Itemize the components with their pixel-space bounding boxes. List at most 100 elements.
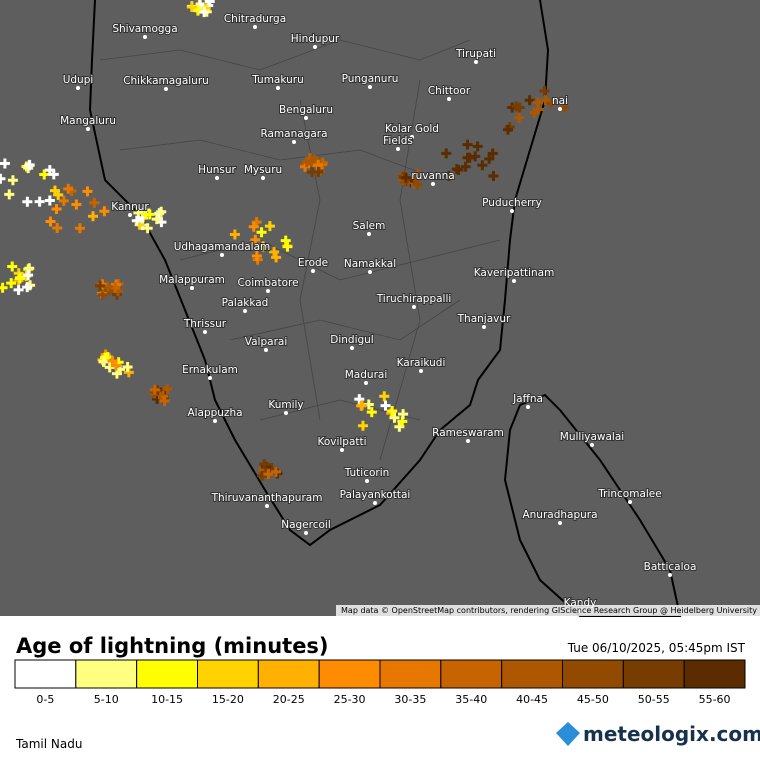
place-dot [410, 135, 414, 139]
place-dot [482, 325, 486, 329]
place-dot [264, 348, 268, 352]
place-label: Coimbatore [237, 277, 298, 289]
place-dot [128, 213, 132, 217]
place-label: Erode [298, 257, 328, 269]
lightning-cross [540, 95, 551, 106]
place-dot [220, 253, 224, 257]
lightning-cross [58, 195, 69, 206]
place-label: Ramanagara [260, 128, 327, 140]
lightning-cross [251, 251, 262, 262]
lightning-cross [22, 196, 33, 207]
legend-swatch [562, 659, 624, 689]
place-label: Chittoor [428, 85, 471, 97]
lightning-cross [104, 362, 115, 373]
lightning-cross [313, 166, 324, 177]
place-dot [364, 381, 368, 385]
place-label: Ernakulam [182, 364, 238, 376]
place-dot [266, 289, 270, 293]
lightning-cross [380, 400, 391, 411]
lightning-cross [186, 2, 197, 13]
place-dot [447, 97, 451, 101]
brand: meteologix.com [583, 722, 760, 746]
lightning-cross [199, 7, 210, 18]
lightning-cross [49, 185, 60, 196]
legend-label: 50-55 [638, 693, 670, 706]
lightning-cross [511, 101, 522, 112]
place-dot [292, 140, 296, 144]
lightning-cross [71, 199, 82, 210]
place-dot [431, 182, 435, 186]
place-dot [365, 479, 369, 483]
place-label: Punganuru [342, 73, 399, 85]
place-label: Thanjavur [457, 313, 511, 325]
place-label: nai [552, 95, 568, 107]
lightning-cross [389, 412, 400, 423]
lightning-cross [151, 214, 162, 225]
place-label: Nagercoil [281, 519, 331, 531]
place-label: Madurai [345, 369, 387, 381]
place-dot [86, 127, 90, 131]
legend-label: 20-25 [273, 693, 305, 706]
place-dot [276, 86, 280, 90]
legend-label: 25-30 [334, 693, 366, 706]
place-dot [373, 501, 377, 505]
lightning-cross [460, 161, 471, 172]
place-label: Shivamogga [112, 23, 177, 35]
lightning-cross [156, 206, 167, 217]
place-label: Hunsur [198, 164, 236, 176]
legend-swatch [683, 659, 746, 689]
place-dot [164, 87, 168, 91]
lightning-cross [23, 270, 34, 281]
place-label: Thrissur [183, 318, 227, 330]
place-dot [253, 25, 257, 29]
lightning-cross [39, 169, 50, 180]
place-dot [368, 270, 372, 274]
lightning-cross [34, 196, 45, 207]
lightning-cross [487, 148, 498, 159]
lightning-cross [22, 282, 33, 293]
lightning-cross [400, 172, 411, 183]
lightning-cross [192, 5, 203, 16]
place-dot [284, 411, 288, 415]
place-label: Namakkal [344, 258, 396, 270]
place-label: Thiruvananthapuram [211, 492, 323, 504]
place-dot [668, 573, 672, 577]
lightning-cross [379, 391, 390, 402]
place-dot [243, 309, 247, 313]
place-label: Puducherry [482, 197, 542, 209]
lightning-cross [144, 209, 155, 220]
place-label: Chikkamagaluru [123, 75, 209, 87]
legend-swatch [14, 659, 77, 689]
place-dot [396, 147, 400, 151]
lightning-cross [107, 356, 118, 367]
legend-label: 0-5 [36, 693, 54, 706]
place-label: Kovilpatti [317, 436, 366, 448]
lightning-strikes [0, 0, 570, 481]
place-label: Kumily [268, 399, 303, 411]
lightning-cross [52, 222, 63, 233]
lightning-cross [131, 215, 142, 226]
lightning-cross [256, 227, 267, 238]
lightning-cross [514, 112, 525, 123]
place-dot [367, 232, 371, 236]
map-background [0, 0, 760, 616]
lightning-cross [484, 153, 495, 164]
lightning-cross [258, 241, 269, 252]
place-label: Hindupur [291, 33, 340, 45]
lightning-cross [539, 85, 550, 96]
lightning-cross [357, 420, 368, 431]
lightning-cross [354, 394, 365, 405]
lightning-cross [282, 241, 293, 252]
lightning-cross [45, 216, 56, 227]
place-label: Dindigul [330, 334, 373, 346]
lightning-cross [250, 234, 261, 245]
legend-swatch [257, 659, 320, 689]
legend-swatch [136, 659, 199, 689]
place-dot [350, 346, 354, 350]
lightning-cross [301, 157, 312, 168]
lightning-cross [159, 395, 170, 406]
lightning-cross [24, 160, 35, 171]
lightning-cross [7, 175, 18, 186]
lightning-cross [357, 400, 368, 411]
